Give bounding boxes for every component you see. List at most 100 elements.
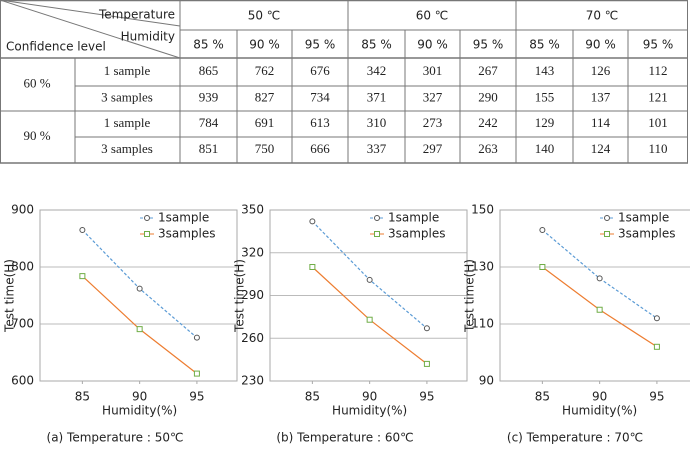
series-line bbox=[541, 229, 658, 319]
marker bbox=[193, 334, 200, 341]
x-axis-label: Humidity(%) bbox=[332, 404, 407, 418]
marker bbox=[539, 226, 546, 233]
cell: 114 bbox=[591, 115, 611, 130]
humidity-header: 85 % bbox=[529, 38, 560, 52]
cell: 342 bbox=[367, 63, 387, 78]
legend-label: 1sample bbox=[388, 211, 439, 225]
marker bbox=[309, 218, 316, 225]
cell: 734 bbox=[310, 89, 330, 104]
legend-marker bbox=[144, 231, 150, 237]
cell: 691 bbox=[255, 115, 275, 130]
x-axis-label: Humidity(%) bbox=[562, 404, 637, 418]
row-label: 1 sample bbox=[104, 115, 151, 130]
y-axis-label: Test time(H) bbox=[463, 259, 477, 333]
row-label: 3 samples bbox=[101, 141, 153, 156]
marker bbox=[136, 326, 143, 333]
marker bbox=[423, 325, 430, 332]
y-tick-label: 90 bbox=[479, 374, 494, 388]
y-tick-label: 290 bbox=[241, 288, 264, 302]
cell: 310 bbox=[367, 115, 387, 130]
legend-label: 3samples bbox=[158, 227, 216, 241]
legend-marker bbox=[374, 231, 380, 237]
y-tick-label: 110 bbox=[471, 317, 494, 331]
marker bbox=[539, 264, 546, 270]
humidity-header: 95 % bbox=[305, 38, 336, 52]
cell: 273 bbox=[423, 115, 443, 130]
cell: 297 bbox=[423, 141, 443, 156]
cell: 750 bbox=[255, 141, 275, 156]
cell: 865 bbox=[199, 63, 219, 78]
cell: 110 bbox=[648, 141, 667, 156]
cell: 101 bbox=[648, 115, 668, 130]
x-tick-label: 85 bbox=[305, 390, 320, 404]
humidity-header: 85 % bbox=[193, 38, 224, 52]
x-tick-label: 85 bbox=[535, 390, 550, 404]
legend-marker bbox=[374, 215, 380, 221]
x-tick-label: 95 bbox=[419, 390, 434, 404]
marker bbox=[423, 360, 430, 367]
cell: 784 bbox=[199, 115, 219, 130]
humidity-header: 95 % bbox=[473, 38, 504, 52]
legend-marker bbox=[604, 215, 610, 221]
humidity-header: 95 % bbox=[643, 38, 674, 52]
x-tick-label: 90 bbox=[362, 390, 377, 404]
cell: 242 bbox=[478, 115, 498, 130]
y-tick-label: 230 bbox=[241, 374, 264, 388]
cell: 267 bbox=[478, 63, 498, 78]
legend-label: 1sample bbox=[158, 211, 209, 225]
cell: 827 bbox=[255, 89, 275, 104]
group-label: 60 % bbox=[23, 75, 50, 90]
plot-frame bbox=[39, 209, 238, 382]
row-label: 3 samples bbox=[101, 89, 153, 104]
humidity-header: 90 % bbox=[417, 38, 448, 52]
legend-label: 3samples bbox=[388, 227, 446, 241]
y-tick-label: 800 bbox=[11, 260, 34, 274]
cell: 337 bbox=[367, 141, 387, 156]
marker bbox=[309, 264, 316, 270]
cell: 126 bbox=[591, 63, 611, 78]
cell: 155 bbox=[535, 89, 555, 104]
caption: (a) Temperature : 50℃ bbox=[47, 431, 184, 445]
legend-label: 3samples bbox=[618, 227, 676, 241]
temperature-header: 50 ℃ bbox=[248, 9, 281, 23]
marker bbox=[366, 316, 373, 323]
table-border bbox=[0, 0, 181, 27]
x-axis-label: Humidity(%) bbox=[102, 404, 177, 418]
caption: (b) Temperature : 60℃ bbox=[276, 431, 413, 445]
cell: 762 bbox=[255, 63, 275, 78]
cell: 613 bbox=[310, 115, 330, 130]
y-axis-label: Test time(H) bbox=[3, 259, 17, 333]
cell: 666 bbox=[310, 141, 330, 156]
x-tick-label: 95 bbox=[189, 390, 204, 404]
cell: 290 bbox=[478, 89, 498, 104]
group-label: 90 % bbox=[23, 128, 50, 143]
row-label: 1 sample bbox=[104, 63, 151, 78]
humidity-header: 85 % bbox=[361, 38, 392, 52]
legend-label: 1sample bbox=[618, 211, 669, 225]
cell: 121 bbox=[648, 89, 668, 104]
marker bbox=[136, 285, 143, 292]
y-tick-label: 900 bbox=[11, 203, 34, 217]
cell: 676 bbox=[310, 63, 330, 78]
corner-label: Confidence level bbox=[6, 40, 106, 54]
x-tick-label: 85 bbox=[75, 390, 90, 404]
y-tick-label: 130 bbox=[471, 260, 494, 274]
marker bbox=[596, 306, 603, 313]
plot-frame bbox=[269, 209, 468, 382]
x-tick-label: 90 bbox=[132, 390, 147, 404]
temperature-header: 60 ℃ bbox=[416, 9, 449, 23]
corner-label: Humidity bbox=[121, 30, 175, 44]
y-tick-label: 600 bbox=[11, 374, 34, 388]
plot-frame bbox=[499, 209, 690, 382]
cell: 327 bbox=[423, 89, 443, 104]
marker bbox=[366, 276, 373, 283]
marker bbox=[596, 275, 603, 282]
corner-label: Temperature bbox=[98, 8, 175, 22]
humidity-header: 90 % bbox=[249, 38, 280, 52]
legend-marker bbox=[604, 231, 610, 237]
cell: 851 bbox=[199, 141, 219, 156]
cell: 263 bbox=[478, 141, 498, 156]
y-axis-label: Test time(H) bbox=[233, 259, 247, 333]
y-tick-label: 260 bbox=[241, 331, 264, 345]
